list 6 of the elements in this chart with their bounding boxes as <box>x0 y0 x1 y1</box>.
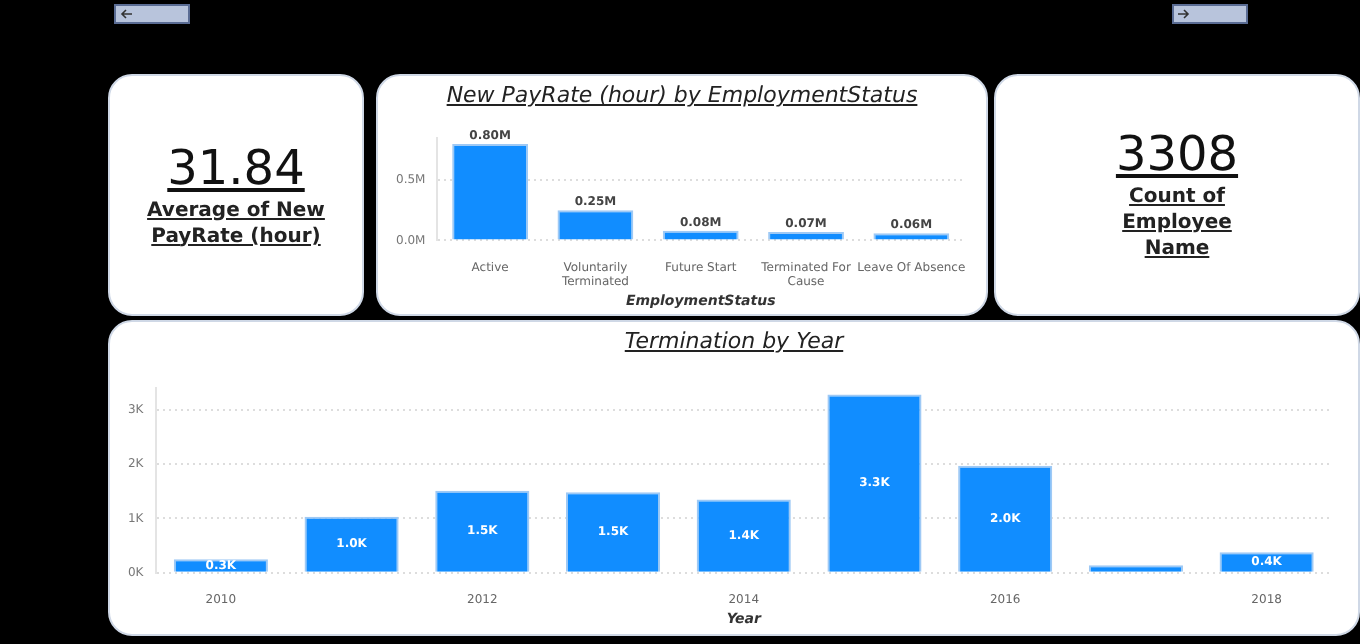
chart-title: New PayRate (hour) by EmploymentStatus <box>444 82 920 112</box>
text: 31.84 <box>167 139 305 195</box>
chart-title: Termination by Year <box>622 328 847 358</box>
text: 3308 <box>1115 126 1239 182</box>
text: Average of New PayRate (hour) <box>146 197 326 249</box>
text: Count of Employee Name <box>1120 184 1234 262</box>
